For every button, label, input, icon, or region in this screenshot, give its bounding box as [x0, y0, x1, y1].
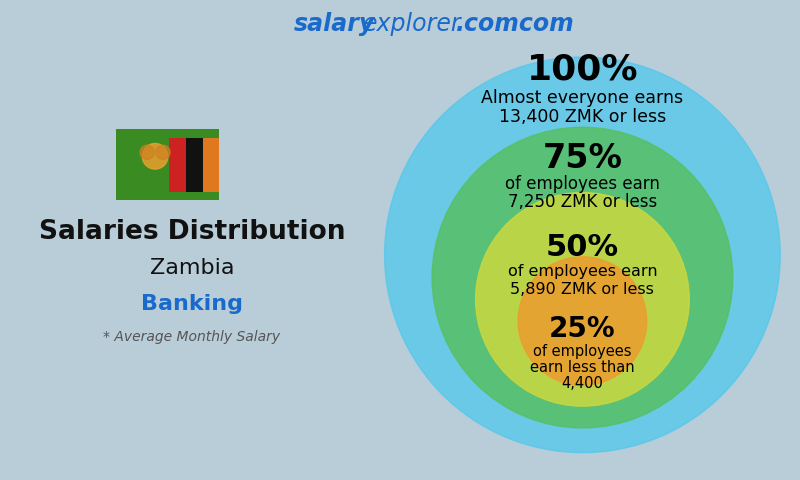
Text: explorer: explorer	[363, 12, 462, 36]
Text: 50%: 50%	[546, 233, 619, 263]
Circle shape	[385, 57, 780, 453]
Text: 7,250 ZMK or less: 7,250 ZMK or less	[508, 193, 657, 211]
Text: 4,400: 4,400	[562, 376, 603, 391]
Text: * Average Monthly Salary: * Average Monthly Salary	[103, 330, 280, 344]
Text: of employees: of employees	[533, 344, 632, 359]
Circle shape	[140, 145, 154, 159]
Circle shape	[476, 192, 690, 406]
Circle shape	[518, 257, 646, 385]
Text: 100%: 100%	[526, 53, 638, 87]
Bar	[202, 138, 219, 192]
Text: of employees earn: of employees earn	[508, 264, 658, 279]
Text: of employees earn: of employees earn	[505, 175, 660, 192]
Bar	[186, 138, 202, 192]
Circle shape	[142, 144, 168, 169]
Text: 13,400 ZMK or less: 13,400 ZMK or less	[498, 108, 666, 126]
Circle shape	[156, 145, 170, 159]
Text: Almost everyone earns: Almost everyone earns	[482, 89, 683, 107]
Bar	[169, 138, 186, 192]
Text: Zambia: Zambia	[150, 258, 234, 278]
Text: 5,890 ZMK or less: 5,890 ZMK or less	[510, 282, 654, 297]
Text: earn less than: earn less than	[530, 360, 634, 375]
Bar	[116, 129, 219, 201]
Text: Banking: Banking	[141, 294, 242, 314]
Text: .comcom: .comcom	[456, 12, 574, 36]
Text: salary: salary	[294, 12, 375, 36]
Text: 75%: 75%	[542, 143, 622, 175]
Text: 25%: 25%	[549, 315, 616, 343]
Text: Salaries Distribution: Salaries Distribution	[38, 219, 345, 245]
Circle shape	[432, 127, 733, 428]
